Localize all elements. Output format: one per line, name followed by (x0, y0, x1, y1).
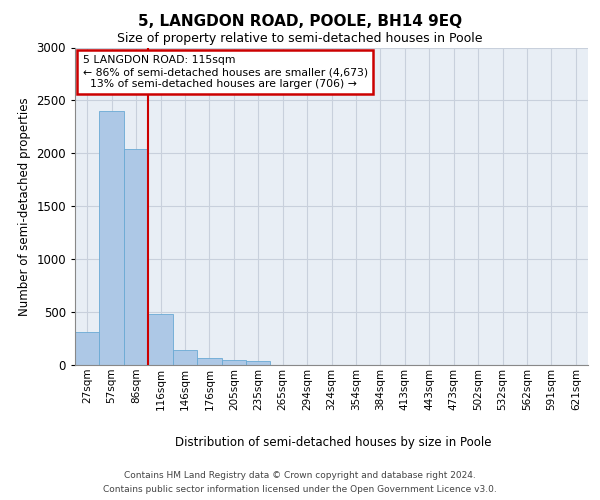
Text: Size of property relative to semi-detached houses in Poole: Size of property relative to semi-detach… (117, 32, 483, 45)
Text: Distribution of semi-detached houses by size in Poole: Distribution of semi-detached houses by … (175, 436, 491, 449)
Text: 5, LANGDON ROAD, POOLE, BH14 9EQ: 5, LANGDON ROAD, POOLE, BH14 9EQ (138, 14, 462, 29)
Bar (100, 111, 124, 365)
Bar (75, 332, 100, 365)
Bar (221, 360, 246, 365)
Y-axis label: Number of semi-detached properties: Number of semi-detached properties (18, 97, 31, 316)
Bar (197, 358, 221, 365)
Bar (173, 350, 197, 365)
Bar (124, 149, 148, 365)
Text: Contains public sector information licensed under the Open Government Licence v3: Contains public sector information licen… (103, 484, 497, 494)
Text: Contains HM Land Registry data © Crown copyright and database right 2024.: Contains HM Land Registry data © Crown c… (124, 472, 476, 480)
Text: 5 LANGDON ROAD: 115sqm
← 86% of semi-detached houses are smaller (4,673)
  13% o: 5 LANGDON ROAD: 115sqm ← 86% of semi-det… (83, 56, 368, 88)
Bar (246, 362, 271, 365)
Bar (148, 314, 173, 365)
